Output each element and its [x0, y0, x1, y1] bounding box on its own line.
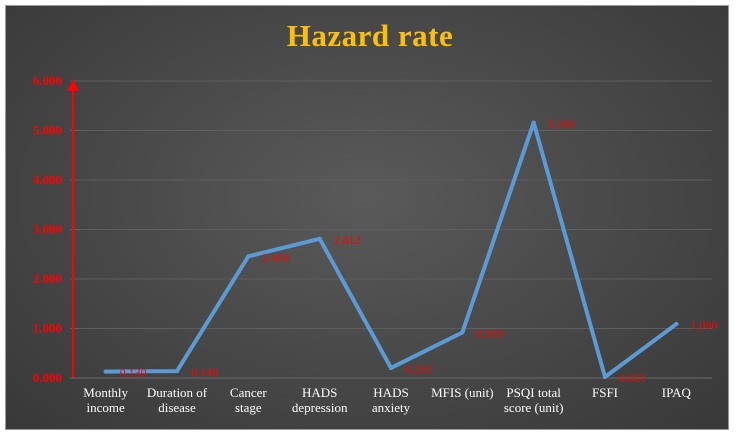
y-axis	[67, 79, 712, 379]
grid-lines	[70, 80, 712, 329]
x-category-label: HADS anxiety	[372, 385, 411, 415]
y-tick-label: 1.000	[33, 321, 62, 336]
data-point	[674, 322, 679, 327]
x-category-labels: Monthly income Duration of disease Cancer sta…	[83, 385, 691, 415]
x-category-label: MFIS (unit)	[431, 385, 493, 400]
data-point	[389, 365, 393, 370]
y-tick-labels: 0.000 1.000 2.000 3.000 4.000 5.000 6.000	[33, 73, 62, 385]
x-category-label: IPAQ	[662, 385, 692, 400]
data-point	[103, 369, 108, 374]
data-label: 0.140	[191, 365, 218, 379]
chart-title: Hazard rate	[286, 18, 454, 53]
y-tick-label: 4.000	[33, 172, 62, 187]
data-point	[175, 369, 179, 374]
y-tick-label: 2.000	[33, 271, 62, 286]
y-tick-label: 0.000	[33, 370, 62, 385]
data-point	[317, 236, 322, 241]
y-tick-label: 6.000	[33, 73, 62, 88]
y-axis-arrow	[67, 79, 79, 91]
x-category-label: HADS depression	[292, 385, 348, 415]
data-label: 2.458	[262, 250, 289, 264]
data-label: 0.203	[405, 362, 432, 376]
data-point	[460, 330, 465, 335]
series-line	[103, 120, 679, 379]
y-tick-label: 3.000	[33, 222, 62, 237]
chart-frame	[5, 5, 729, 430]
data-label: 1.090	[690, 318, 717, 332]
x-category-label: Duration of disease	[147, 385, 208, 415]
data-point	[531, 120, 536, 125]
series-line-path	[103, 120, 679, 379]
data-point	[603, 374, 607, 379]
data-label: 0.919	[476, 327, 503, 341]
data-label: 0.130	[120, 366, 147, 380]
data-label: 2.812	[334, 233, 361, 247]
x-category-label: Cancer stage	[230, 385, 267, 415]
data-labels: 0.130 0.140 2.458 2.812 0.203 0.919 5.160 0.021…	[120, 117, 718, 385]
data-label: 0.021	[619, 371, 646, 385]
x-category-label: FSFI	[592, 385, 618, 400]
data-point	[246, 254, 251, 259]
y-tick-label: 5.000	[33, 123, 62, 138]
x-category-label: PSQI total score (unit)	[504, 385, 564, 415]
x-category-label: Monthly income	[83, 385, 128, 415]
data-label: 5.160	[548, 117, 575, 131]
